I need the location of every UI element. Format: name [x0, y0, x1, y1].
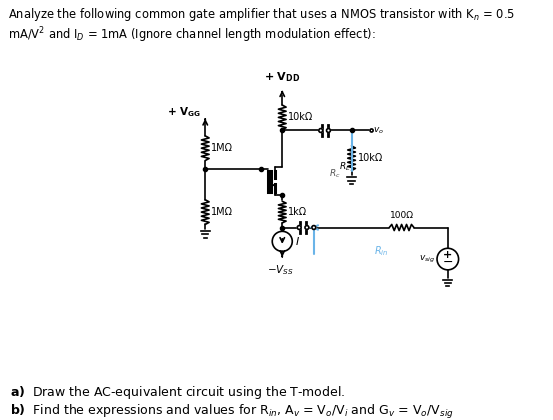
Text: $R_c$: $R_c$ [329, 167, 341, 180]
Text: $I$: $I$ [295, 235, 300, 247]
Text: $v_{sig}$: $v_{sig}$ [419, 254, 436, 265]
Circle shape [319, 129, 323, 132]
Circle shape [370, 129, 373, 132]
Text: $\bf{a)}$  Draw the AC-equivalent circuit using the T-model.: $\bf{a)}$ Draw the AC-equivalent circuit… [10, 384, 345, 401]
Text: 1MΩ: 1MΩ [211, 143, 233, 153]
Text: $R_L$: $R_L$ [338, 160, 350, 173]
Text: $\bf{b)}$  Find the expressions and values for R$_{in}$, A$_v$ = V$_o$/V$_i$ and: $\bf{b)}$ Find the expressions and value… [10, 403, 453, 420]
Text: $\bf{+\ V_{DD}}$: $\bf{+\ V_{DD}}$ [264, 71, 300, 84]
Text: 100Ω: 100Ω [390, 211, 414, 220]
Circle shape [326, 129, 330, 132]
Text: 10kΩ: 10kΩ [358, 153, 383, 163]
Text: $-V_{SS}$: $-V_{SS}$ [267, 263, 294, 277]
Circle shape [305, 226, 309, 229]
Text: −: − [442, 257, 453, 269]
Circle shape [298, 226, 301, 229]
Text: $\bf{+\ V_{GG}}$: $\bf{+\ V_{GG}}$ [167, 105, 201, 119]
Text: Analyze the following common gate amplifier that uses a NMOS transistor with K$_: Analyze the following common gate amplif… [8, 6, 515, 23]
Text: 10kΩ: 10kΩ [289, 113, 314, 122]
Text: 1kΩ: 1kΩ [289, 207, 307, 217]
Text: mA/V$^2$ and I$_D$ = 1mA (Ignore channel length modulation effect):: mA/V$^2$ and I$_D$ = 1mA (Ignore channel… [8, 25, 376, 45]
Text: 1MΩ: 1MΩ [211, 207, 233, 217]
Text: $R_{in}$: $R_{in}$ [374, 244, 388, 257]
Text: +: + [443, 250, 452, 260]
Text: $v_o$: $v_o$ [373, 125, 384, 136]
Circle shape [312, 226, 316, 229]
